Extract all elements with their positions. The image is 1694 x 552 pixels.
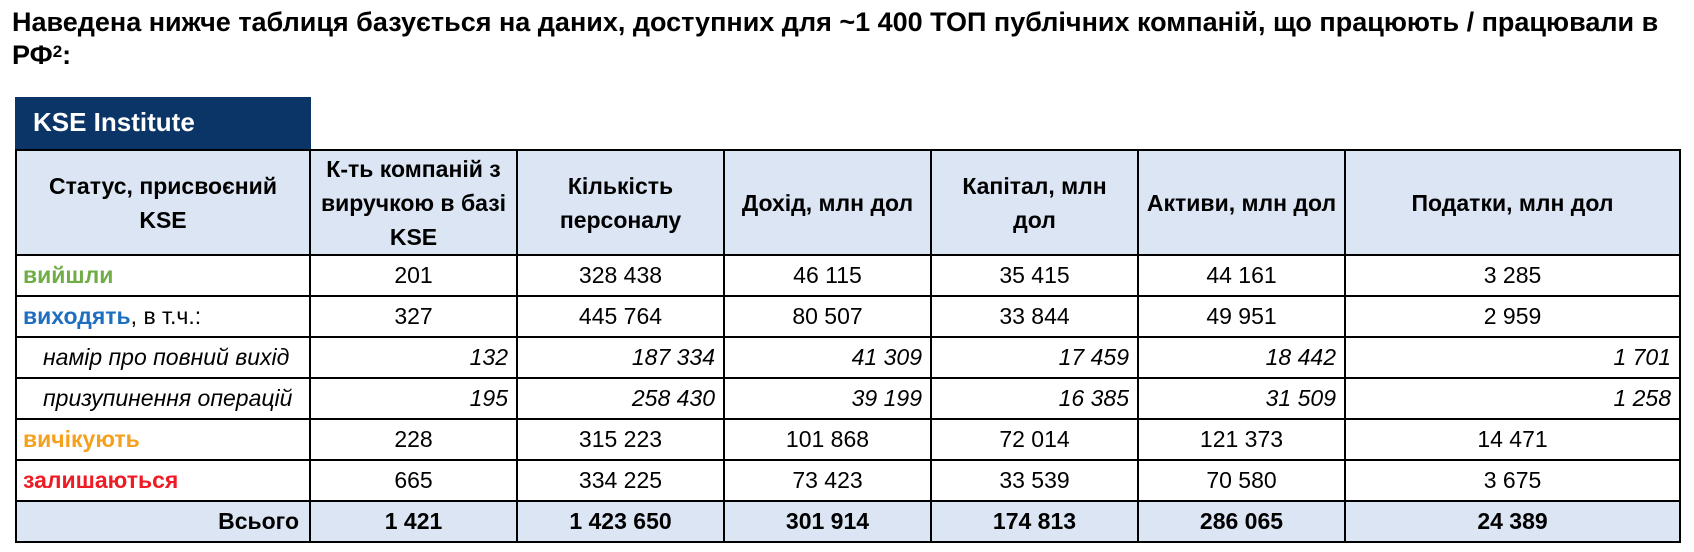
table-cell: 39 199	[723, 377, 932, 420]
table-cell: 33 844	[930, 295, 1139, 338]
table-cell: 315 223	[516, 418, 725, 461]
header-status: Статус, присвоєний KSE	[15, 149, 311, 256]
table-row: виходять, в т.ч.: 327 445 764 80 507 33 …	[15, 295, 1681, 338]
table-cell: 228	[309, 418, 518, 461]
table-row: вийшли 201 328 438 46 115 35 415 44 161 …	[15, 254, 1681, 297]
table-cell: 14 471	[1344, 418, 1681, 461]
status-waiting: вичікують	[23, 426, 140, 452]
header-assets: Активи, млн дол	[1137, 149, 1346, 256]
status-leaving: виходять	[23, 303, 131, 329]
total-cell: 1 423 650	[516, 500, 725, 543]
table-cell: 73 423	[723, 459, 932, 502]
table-cell: 18 442	[1137, 336, 1346, 379]
total-cell: 286 065	[1137, 500, 1346, 543]
row-label: вичікують	[15, 418, 311, 461]
table-cell: 1 701	[1344, 336, 1681, 379]
page-heading: Наведена нижче таблиця базується на дани…	[12, 6, 1682, 72]
table-cell: 101 868	[723, 418, 932, 461]
table-row: залишаються 665 334 225 73 423 33 539 70…	[15, 459, 1681, 502]
brand-banner: KSE Institute	[15, 97, 311, 149]
header-staff: Кількість персоналу	[516, 149, 725, 256]
table-cell: 2 959	[1344, 295, 1681, 338]
footnote-ref: 2	[52, 42, 63, 61]
table-cell: 46 115	[723, 254, 932, 297]
table-cell: 44 161	[1137, 254, 1346, 297]
table-cell: 70 580	[1137, 459, 1346, 502]
table-row: намір про повний вихід 132 187 334 41 30…	[15, 336, 1681, 379]
table-cell: 132	[309, 336, 518, 379]
heading-text: Наведена нижче таблиця базується на дани…	[12, 7, 1659, 70]
header-row: Статус, присвоєний KSE К-ть компаній з в…	[15, 149, 1681, 256]
table-cell: 665	[309, 459, 518, 502]
total-cell: 24 389	[1344, 500, 1681, 543]
row-label-full-exit: намір про повний вихід	[15, 336, 311, 379]
table-cell: 445 764	[516, 295, 725, 338]
row-label: виходять, в т.ч.:	[15, 295, 311, 338]
table-cell: 3 285	[1344, 254, 1681, 297]
table-cell: 3 675	[1344, 459, 1681, 502]
total-label: Всього	[15, 500, 311, 543]
table-cell: 31 509	[1137, 377, 1346, 420]
header-revenue: Дохід, млн дол	[723, 149, 932, 256]
table-cell: 258 430	[516, 377, 725, 420]
table-cell: 334 225	[516, 459, 725, 502]
table-cell: 328 438	[516, 254, 725, 297]
row-label: залишаються	[15, 459, 311, 502]
table-cell: 1 258	[1344, 377, 1681, 420]
status-staying: залишаються	[23, 467, 179, 493]
table-cell: 327	[309, 295, 518, 338]
table-cell: 17 459	[930, 336, 1139, 379]
row-label-suspension: призупинення операцій	[15, 377, 311, 420]
table-row: вичікують 228 315 223 101 868 72 014 121…	[15, 418, 1681, 461]
header-taxes: Податки, млн дол	[1344, 149, 1681, 256]
total-cell: 301 914	[723, 500, 932, 543]
table-cell: 41 309	[723, 336, 932, 379]
total-row: Всього 1 421 1 423 650 301 914 174 813 2…	[15, 500, 1681, 543]
header-capital: Капітал, млн дол	[930, 149, 1139, 256]
table-row: призупинення операцій 195 258 430 39 199…	[15, 377, 1681, 420]
total-cell: 174 813	[930, 500, 1139, 543]
table-cell: 187 334	[516, 336, 725, 379]
header-company-count: К-ть компаній з виручкою в базі KSE	[309, 149, 518, 256]
table-cell: 195	[309, 377, 518, 420]
table-cell: 16 385	[930, 377, 1139, 420]
data-table: Статус, присвоєний KSE К-ть компаній з в…	[15, 149, 1681, 543]
table-cell: 49 951	[1137, 295, 1346, 338]
table-cell: 72 014	[930, 418, 1139, 461]
table-cell: 121 373	[1137, 418, 1346, 461]
table-cell: 33 539	[930, 459, 1139, 502]
table-cell: 35 415	[930, 254, 1139, 297]
table-cell: 80 507	[723, 295, 932, 338]
table-cell: 201	[309, 254, 518, 297]
heading-suffix: :	[62, 40, 72, 70]
row-label-suffix: , в т.ч.:	[130, 303, 202, 329]
status-left: вийшли	[23, 262, 114, 288]
total-cell: 1 421	[309, 500, 518, 543]
row-label: вийшли	[15, 254, 311, 297]
